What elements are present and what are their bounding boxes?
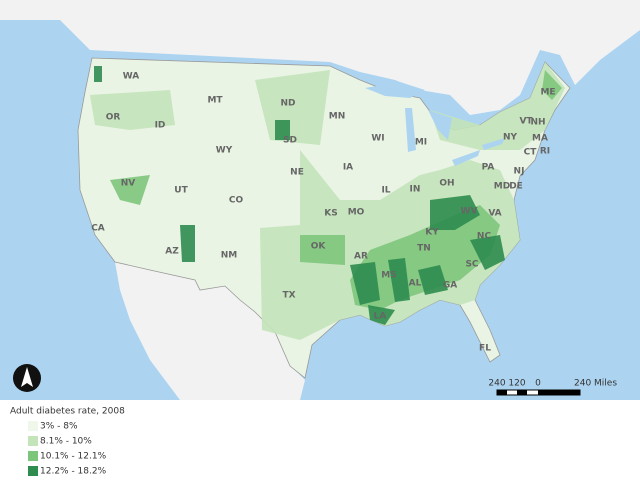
state-label: MS [381, 271, 396, 281]
rate-region [388, 258, 410, 302]
rate-region [275, 120, 290, 140]
state-label: MA [532, 134, 548, 144]
legend-label: 8.1% - 10% [40, 437, 92, 447]
lake [452, 150, 480, 166]
north-arrow-pointer [21, 367, 33, 387]
state-label: CT [524, 148, 538, 158]
state-label: VT [519, 117, 533, 127]
state-label: LA [374, 312, 387, 322]
legend-label: 12.2% - 18.2% [40, 467, 107, 477]
scale-label: 120 [508, 379, 525, 389]
legend-swatch [28, 466, 38, 476]
scale-label: 240 [488, 379, 505, 389]
scale-bar [496, 389, 581, 396]
state-label: MO [348, 208, 365, 218]
state-label: WY [216, 146, 233, 156]
state-label: MT [207, 96, 223, 106]
rate-region [110, 175, 150, 205]
state-label: NE [290, 168, 304, 178]
state-label: SC [465, 260, 478, 270]
state-label: MN [329, 112, 346, 122]
state-label: UT [174, 186, 188, 196]
state-label: AL [409, 279, 422, 289]
state-label: KS [324, 209, 337, 219]
rate-region [418, 265, 448, 295]
legend-swatch [28, 421, 38, 431]
lake [428, 110, 452, 140]
state-label: AZ [165, 247, 179, 257]
rate-region [300, 235, 345, 265]
state-label: ND [280, 99, 295, 109]
state-label: FL [479, 344, 491, 354]
legend-swatch [28, 436, 38, 446]
rate-region [470, 235, 505, 270]
state-label: AR [354, 252, 368, 262]
rate-region [90, 90, 175, 130]
legend-swatch [28, 451, 38, 461]
rate-region [542, 70, 562, 100]
mexico [115, 262, 305, 400]
legend-title: Adult diabetes rate, 2008 [10, 407, 125, 417]
canada [0, 0, 640, 115]
state-label: RI [540, 147, 550, 157]
lake [365, 82, 425, 98]
state-label: MI [415, 138, 427, 148]
state-label: NM [221, 251, 238, 261]
lake [482, 138, 505, 150]
state-label: NH [530, 118, 545, 128]
state-label: NV [121, 179, 136, 189]
state-label: DE [509, 182, 523, 192]
scale-label: 0 [535, 379, 541, 389]
rate-region [368, 305, 395, 325]
scale-label: 240 Miles [574, 379, 617, 389]
state-label: WI [371, 134, 384, 144]
rate-region [94, 66, 102, 82]
state-label: OH [439, 179, 454, 189]
rate-region [255, 70, 330, 145]
state-label: ME [540, 88, 555, 98]
state-label: IL [381, 186, 390, 196]
state-label: OK [311, 242, 327, 252]
state-label: WV [461, 207, 478, 217]
legend-label: 3% - 8% [40, 422, 78, 432]
state-label: ID [155, 121, 166, 131]
state-label: OR [106, 113, 121, 123]
state-label: TN [417, 244, 431, 254]
rate-region [430, 195, 480, 230]
state-label: KY [425, 228, 439, 238]
state-label: WA [123, 72, 140, 82]
rate-region [430, 62, 565, 150]
legend-label: 10.1% - 12.1% [40, 452, 107, 462]
state-label: SD [283, 136, 297, 146]
rate-region [180, 225, 195, 262]
lake [405, 108, 416, 152]
state-label: NY [503, 133, 518, 143]
state-label: NJ [514, 167, 525, 177]
rate-region [350, 262, 380, 305]
rate-region [350, 205, 500, 310]
state-label: IA [343, 163, 353, 173]
state-label: MD [494, 182, 510, 192]
state-label: CA [91, 224, 105, 234]
state-label: PA [482, 163, 495, 173]
state-label: IN [410, 185, 421, 195]
state-label: TX [282, 291, 295, 301]
state-label: NC [477, 232, 492, 242]
state-label: CO [229, 196, 244, 206]
state-label: VA [488, 209, 501, 219]
state-label: GA [443, 281, 457, 291]
